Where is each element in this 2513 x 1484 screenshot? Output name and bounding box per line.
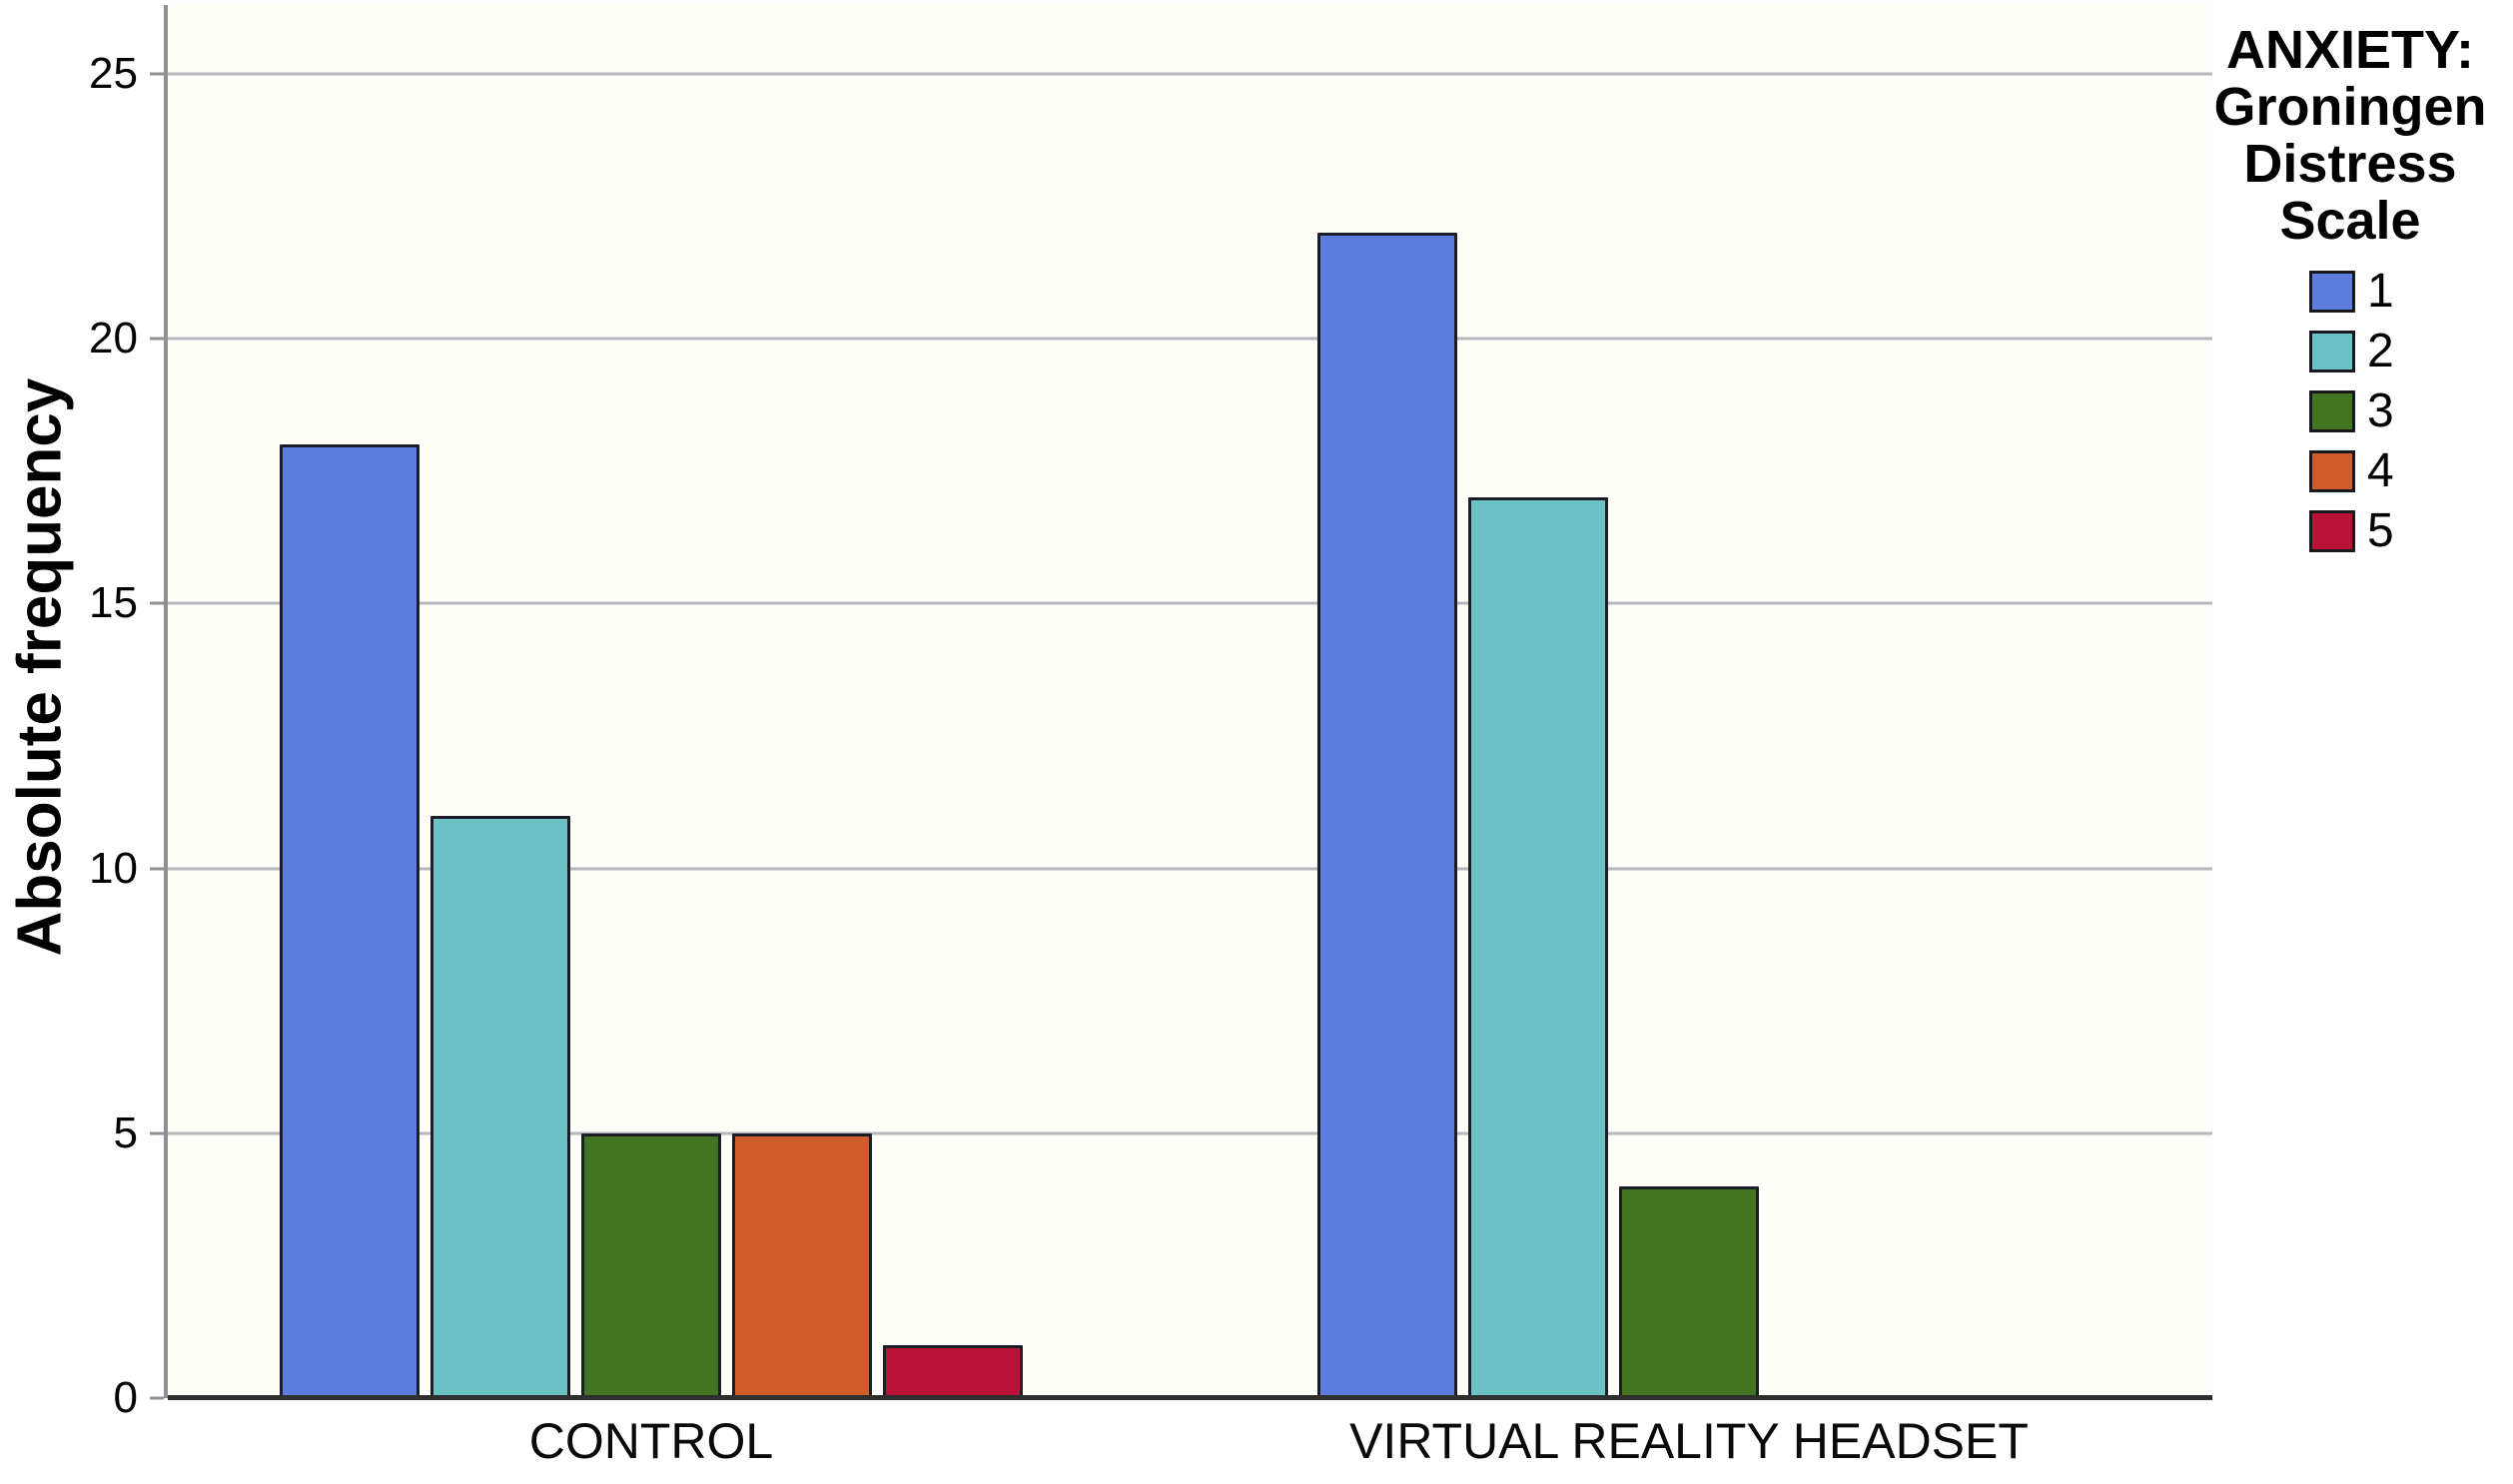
bar-virtual-reality-headset-3 — [1619, 1185, 1759, 1398]
y-tick-label-10: 10 — [89, 843, 138, 893]
legend-item-label-5: 5 — [2367, 504, 2394, 557]
bar-slot — [1916, 5, 2067, 1398]
bar-control-2 — [429, 815, 570, 1398]
y-axis-line — [164, 5, 168, 1398]
legend-item-4: 4 — [2309, 447, 2513, 495]
plot-area: 0 5 10 15 20 25 CONTROL VIRTUAL REALITY HEADSET — [89, 5, 2212, 1466]
y-tick-mark-5 — [150, 1131, 164, 1135]
legend-swatch-3 — [2309, 390, 2355, 432]
bar-slot — [575, 5, 726, 1398]
legend-swatch-1 — [2309, 271, 2355, 313]
bar-slot — [878, 5, 1029, 1398]
y-tick-mark-20 — [150, 337, 164, 341]
legend-swatch-5 — [2309, 510, 2355, 552]
x-category-label-control: CONTROL — [528, 1413, 774, 1469]
legend-item-label-4: 4 — [2367, 444, 2394, 497]
legend-title: ANXIETY: Groningen Distress Scale — [2213, 20, 2487, 251]
bar-control-5 — [883, 1344, 1024, 1398]
bar-group-control: CONTROL — [274, 5, 1029, 1466]
y-tick-mark-0 — [150, 1396, 164, 1400]
legend-swatch-2 — [2309, 331, 2355, 372]
gridline-10 — [168, 867, 2212, 871]
gridline-25 — [168, 72, 2212, 76]
legend-item-label-2: 2 — [2367, 325, 2394, 377]
bar-slot — [1613, 5, 1764, 1398]
legend-item-label-1: 1 — [2367, 265, 2394, 318]
bar-slot — [1311, 5, 1462, 1398]
y-tick-label-15: 15 — [89, 578, 138, 628]
legend-item-2: 2 — [2309, 328, 2513, 375]
x-axis-line — [168, 1395, 2212, 1400]
bar-slot — [1765, 5, 1916, 1398]
bar-slot — [727, 5, 878, 1398]
y-tick-mark-25 — [150, 72, 164, 76]
legend-item-1: 1 — [2309, 268, 2513, 316]
y-tick-label-25: 25 — [89, 48, 138, 98]
y-tick-mark-15 — [150, 601, 164, 605]
y-tick-label-0: 0 — [113, 1373, 138, 1422]
gridline-5 — [168, 1131, 2212, 1135]
bar-virtual-reality-headset-1 — [1316, 233, 1457, 1398]
bar-group-virtual-reality-headset: VIRTUAL REALITY HEADSET — [1311, 5, 2067, 1466]
gridline-20 — [168, 337, 2212, 341]
bar-slot — [1462, 5, 1613, 1398]
bar-slot — [424, 5, 575, 1398]
legend-item-5: 5 — [2309, 507, 2513, 555]
bar-virtual-reality-headset-2 — [1467, 497, 1608, 1398]
y-axis-title: Absolute frequency — [5, 377, 75, 957]
legend-item-label-3: 3 — [2367, 384, 2394, 437]
bar-control-3 — [581, 1132, 721, 1398]
bar-control-4 — [732, 1132, 873, 1398]
y-tick-mark-10 — [150, 867, 164, 871]
legend: ANXIETY: Groningen Distress Scale 1 2 3 4 5 — [2187, 22, 2513, 555]
x-category-label-virtual-reality-headset: VIRTUAL REALITY HEADSET — [1349, 1413, 2029, 1469]
y-tick-label-20: 20 — [89, 314, 138, 364]
bar-slot — [274, 5, 424, 1398]
legend-item-3: 3 — [2309, 387, 2513, 435]
y-tick-label-5: 5 — [113, 1108, 138, 1157]
legend-swatch-4 — [2309, 450, 2355, 492]
bar-control-1 — [279, 444, 419, 1398]
legend-items: 1 2 3 4 5 — [2187, 268, 2513, 555]
gridline-15 — [168, 601, 2212, 605]
